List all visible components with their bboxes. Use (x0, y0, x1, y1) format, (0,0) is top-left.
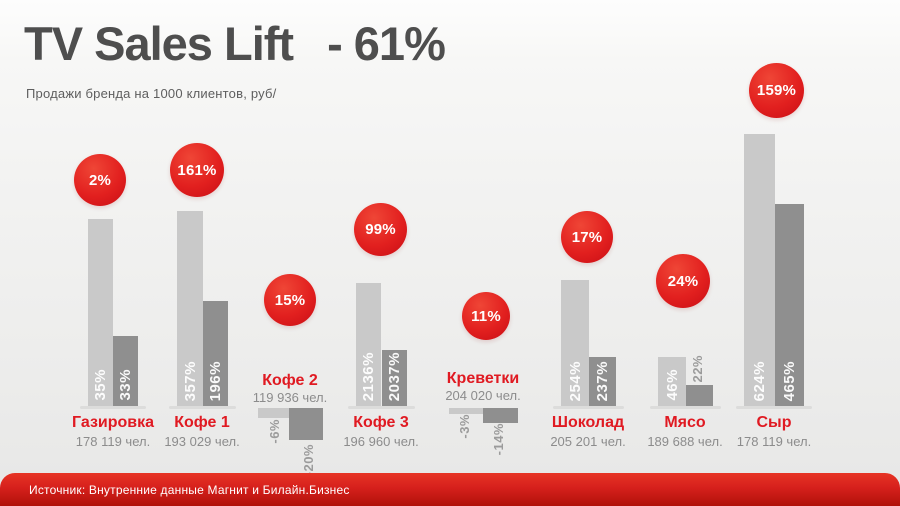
bar-value-label: 35% (92, 369, 109, 401)
bar-light: 46% (658, 357, 686, 408)
bar-dark (686, 385, 713, 408)
baseline-tick (553, 406, 624, 409)
source-text: Источник: Внутренние данные Магнит и Бил… (29, 482, 350, 497)
bar-dark: 237% (589, 357, 616, 408)
bar-value-label: 46% (663, 369, 681, 401)
title-main: TV Sales Lift (24, 17, 294, 70)
baseline-tick (736, 406, 812, 409)
lift-badge-value: 161% (177, 161, 217, 179)
bar-light: 254% (561, 280, 589, 408)
lift-badge: 11% (462, 292, 510, 340)
bar-value-label: 624% (751, 360, 768, 401)
bar-light: 357% (177, 211, 203, 408)
audience-count: 196 960 чел. (343, 434, 419, 449)
bar-light: 624% (744, 134, 775, 408)
bar-value-label: -3% (457, 414, 472, 439)
category-label: Мясо (664, 414, 706, 431)
lift-badge-value: 15% (274, 291, 306, 309)
lift-badge: 159% (749, 63, 804, 118)
lift-badge-value: 24% (667, 272, 699, 290)
bar-dark: 33% (113, 336, 138, 408)
audience-count: 205 201 чел. (550, 434, 626, 449)
baseline-tick (169, 406, 236, 409)
category-label: Кофе 1 (174, 414, 230, 431)
lift-badge: 2% (74, 154, 126, 206)
bar-dark: 196% (203, 301, 228, 408)
bar-value-label: 237% (594, 360, 611, 401)
bar-value-label: -14% (491, 423, 506, 456)
bar-light: 2136% (356, 283, 381, 408)
lift-badge: 99% (354, 203, 407, 256)
lift-badge-value: 17% (571, 228, 603, 246)
audience-count: 204 020 чел. (445, 388, 521, 403)
bar-value-label: 2037% (386, 351, 403, 401)
bar-dark: 465% (775, 204, 804, 408)
bar-dark-negative (289, 408, 323, 440)
category-label: Кофе 3 (353, 414, 409, 431)
audience-count: 119 936 чел. (252, 390, 328, 405)
bar-light-negative (258, 408, 289, 418)
baseline-tick (650, 406, 721, 409)
bar-value-label: 22% (690, 355, 705, 383)
bar-value-label: 33% (117, 369, 134, 401)
category-label: Шоколад (551, 414, 625, 431)
bar-dark-negative (483, 408, 518, 423)
bar-light-negative (449, 408, 483, 414)
baseline-tick (348, 406, 415, 409)
lift-badge: 15% (264, 274, 316, 326)
audience-count: 193 029 чел. (164, 434, 240, 449)
bar-value-label: 465% (781, 360, 798, 401)
audience-count: 178 119 чел. (736, 434, 812, 449)
lift-badge-value: 99% (365, 221, 396, 238)
lift-badge-value: 2% (88, 171, 112, 189)
lift-badge: 161% (170, 143, 224, 197)
page-title: TV Sales Lift - 61% (24, 16, 446, 71)
category-label: Сыр (756, 414, 792, 431)
category-label: Кофе 2 (262, 372, 318, 389)
category-label: Газировка (71, 414, 155, 431)
chart-subtitle: Продажи бренда на 1000 клиентов, руб/ (26, 86, 277, 101)
audience-count: 178 119 чел. (75, 434, 151, 449)
bar-dark: 2037% (382, 350, 407, 408)
source-footer-bar: Источник: Внутренние данные Магнит и Бил… (0, 473, 900, 506)
lift-badge: 24% (656, 254, 710, 308)
bar-value-label: -6% (267, 419, 282, 444)
lift-badge-value: 11% (471, 307, 501, 325)
bar-value-label: 254% (566, 360, 584, 401)
category-label: Креветки (446, 370, 520, 387)
lift-badge: 17% (561, 211, 613, 263)
bar-value-label: 357% (181, 360, 199, 401)
baseline-tick (80, 406, 146, 409)
audience-count: 189 688 чел. (647, 434, 723, 449)
bar-light: 35% (88, 219, 113, 408)
title-lift-value: - 61% (327, 17, 446, 70)
lift-badge-value: 159% (756, 82, 797, 99)
bar-value-label: 2136% (360, 351, 377, 401)
